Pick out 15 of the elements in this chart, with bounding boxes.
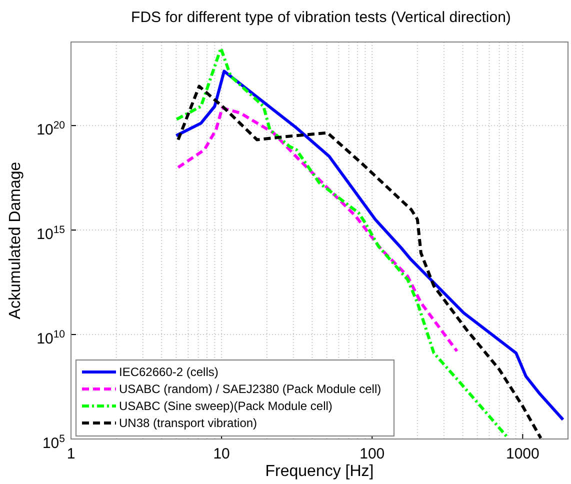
x-tick-label: 1 bbox=[66, 446, 76, 462]
legend-label: IEC62660-2 (cells) bbox=[119, 365, 218, 379]
y-tick-label: 10$^{15}$ bbox=[36, 224, 66, 244]
legend-label: USABC (random) / SAEJ2380 (Pack Module cell) bbox=[119, 382, 382, 396]
y-tick-label: 10$^{5}$ bbox=[42, 433, 66, 452]
x-tick-label: 1000 bbox=[506, 446, 540, 462]
x-tick-label: 10 bbox=[213, 446, 230, 462]
x-tick-label: 100 bbox=[360, 446, 385, 462]
x-axis-title: Frequency [Hz] bbox=[265, 463, 374, 480]
y-axis-title: Ackumulated Damage bbox=[7, 162, 24, 320]
legend-label: USABC (Sine sweep)(Pack Module cell) bbox=[119, 399, 332, 413]
legend-label: UN38 (transport vibration) bbox=[119, 416, 258, 430]
y-tick-label: 10$^{10}$ bbox=[36, 328, 66, 348]
chart-title: FDS for different type of vibration tests (Vertical direction) bbox=[131, 9, 511, 26]
y-tick-label: 10$^{20}$ bbox=[36, 120, 66, 139]
